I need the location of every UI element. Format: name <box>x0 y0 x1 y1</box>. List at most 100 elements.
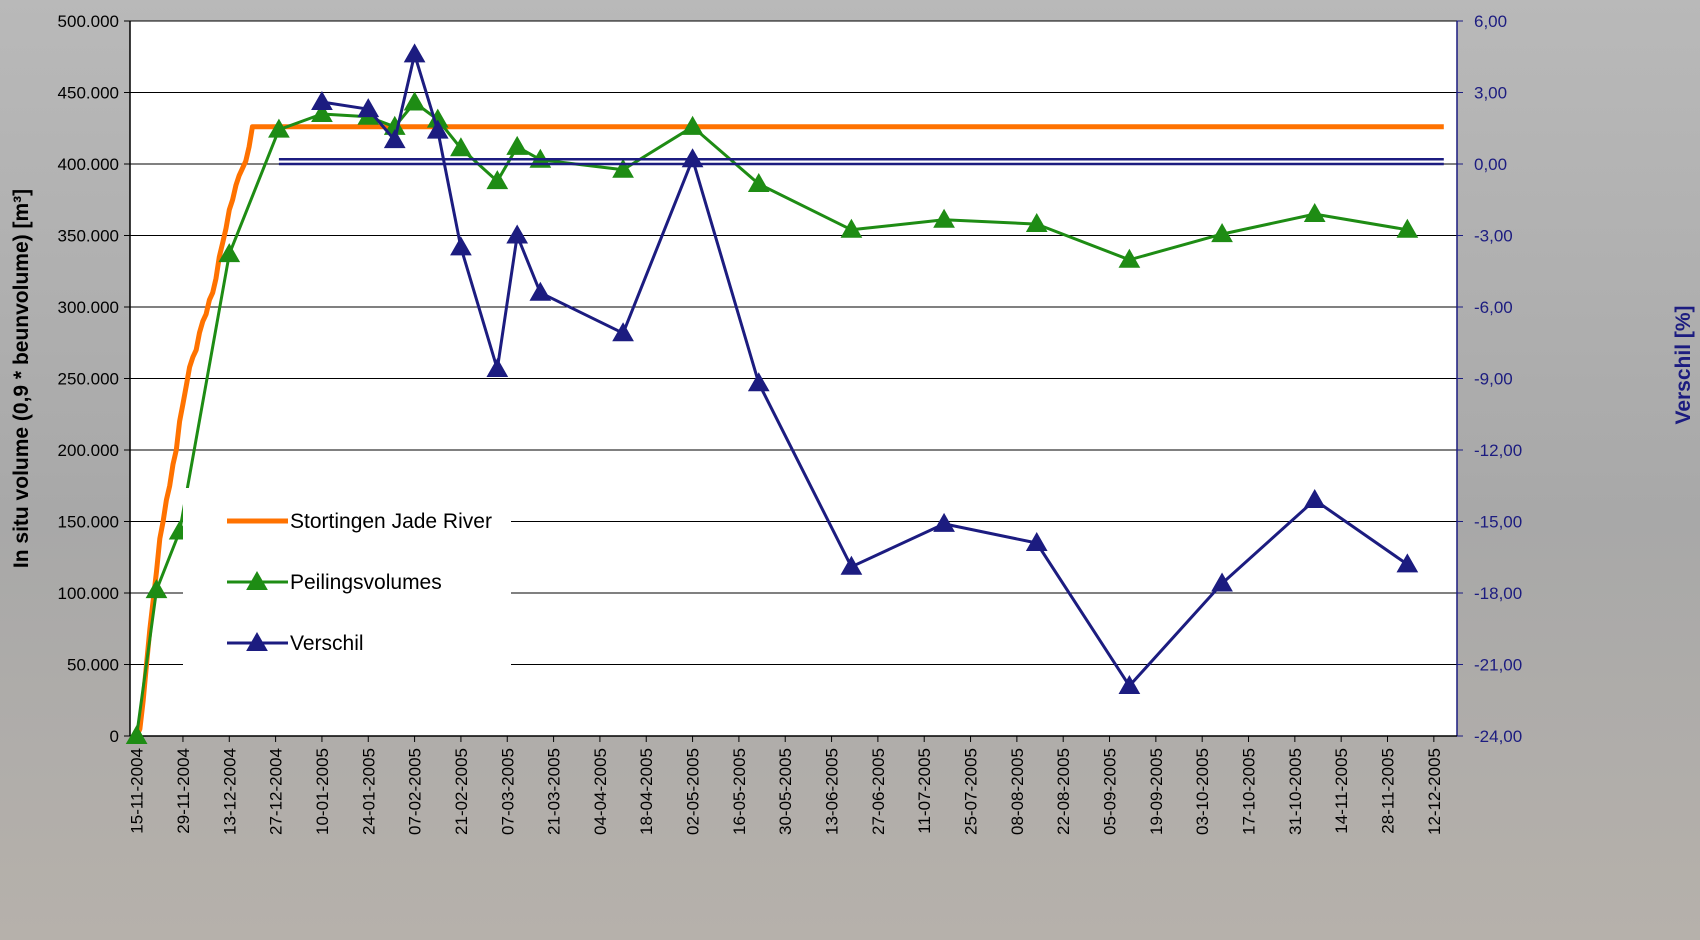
right-axis-label: Verschil [%] <box>1672 305 1695 424</box>
x-axis-ticks: 15-11-2004 29-11-2004 13-12-2004 27-12-2004… <box>128 736 1444 835</box>
y-tick-label: 300.000 <box>58 298 119 317</box>
y2-tick-label: -18,00 <box>1474 584 1522 603</box>
x-tick-label: 04-04-2005 <box>591 748 610 835</box>
y-tick-label: 150.000 <box>58 513 119 532</box>
y2-tick-label: 0,00 <box>1474 155 1507 174</box>
data-point-peilingsvolumes <box>1025 213 1048 233</box>
data-point-peilingsvolumes <box>125 724 148 744</box>
y-tick-label: 400.000 <box>58 155 119 174</box>
y2-tick-label: -24,00 <box>1474 727 1522 746</box>
x-tick-label: 11-07-2005 <box>915 748 934 834</box>
y-tick-label: 50.000 <box>67 656 119 675</box>
x-tick-label: 16-05-2005 <box>730 748 749 835</box>
x-tick-label: 27-06-2005 <box>869 748 888 835</box>
series-line-stortingen-jade-river <box>134 124 1444 738</box>
x-tick-label: 30-05-2005 <box>776 748 795 835</box>
y-tick-label: 100.000 <box>58 584 119 603</box>
y2-tick-label: -15,00 <box>1474 513 1522 532</box>
y2-tick-label: -21,00 <box>1474 656 1522 675</box>
x-tick-label: 18-04-2005 <box>637 748 656 835</box>
x-tick-label: 19-09-2005 <box>1147 748 1166 835</box>
data-point-peilingsvolumes <box>268 118 290 138</box>
x-tick-label: 07-02-2005 <box>406 748 425 835</box>
data-point-peilingsvolumes <box>1211 223 1233 243</box>
data-point-verschil <box>747 372 770 392</box>
data-point-verschil <box>840 555 863 575</box>
y-tick-label: 450.000 <box>58 84 119 103</box>
x-tick-label: 12-12-2005 <box>1425 748 1444 835</box>
y-tick-label: 500.000 <box>58 12 119 31</box>
left-axis-label: In situ volume (0,9 * beunvolume) [m³] <box>10 189 33 568</box>
y-tick-label: 250.000 <box>58 370 119 389</box>
x-tick-label: 22-08-2005 <box>1054 748 1073 835</box>
data-point-verschil <box>383 129 406 149</box>
data-point-verschil <box>426 119 449 139</box>
data-point-verschil <box>1211 572 1233 592</box>
x-tick-label: 03-10-2005 <box>1193 748 1212 835</box>
x-tick-label: 13-12-2004 <box>220 748 239 835</box>
data-point-verschil <box>403 43 426 63</box>
y2-tick-label: -9,00 <box>1474 370 1513 389</box>
data-point-peilingsvolumes <box>145 579 168 599</box>
series-layer <box>125 43 1444 744</box>
data-point-peilingsvolumes <box>403 91 426 111</box>
data-point-peilingsvolumes <box>933 208 955 228</box>
x-tick-label: 10-01-2005 <box>313 748 332 835</box>
right-axis-ticks: -24,00 -21,00 -18,00 -15,00 -12,00 -9,00 -6,00… <box>1457 12 1522 746</box>
data-point-verschil <box>450 236 472 256</box>
data-point-verschil <box>612 322 634 342</box>
data-point-peilingsvolumes <box>747 173 770 193</box>
data-point-verschil <box>1396 553 1419 573</box>
data-point-peilingsvolumes <box>450 137 472 157</box>
data-point-verschil <box>506 224 529 244</box>
legend-label: Peilingsvolumes <box>290 571 442 594</box>
legend: Stortingen Jade River Peilingsvolumes Vers… <box>183 488 511 678</box>
data-point-peilingsvolumes <box>506 135 529 155</box>
legend-marker <box>246 631 268 651</box>
data-point-peilingsvolumes <box>612 158 634 178</box>
x-tick-label: 05-09-2005 <box>1101 748 1120 835</box>
x-tick-label: 31-10-2005 <box>1286 748 1305 835</box>
legend-label: Stortingen Jade River <box>290 510 492 533</box>
y2-tick-label: 3,00 <box>1474 84 1507 103</box>
x-tick-label: 29-11-2004 <box>174 748 193 834</box>
data-point-peilingsvolumes <box>311 102 333 122</box>
x-tick-label: 21-03-2005 <box>545 748 564 835</box>
x-tick-label: 25-07-2005 <box>962 748 981 835</box>
x-tick-label: 14-11-2005 <box>1332 748 1351 834</box>
data-point-peilingsvolumes <box>1303 203 1326 223</box>
data-point-peilingsvolumes <box>681 115 704 135</box>
x-tick-label: 07-03-2005 <box>498 748 517 835</box>
y-tick-label: 0 <box>110 727 119 746</box>
data-point-peilingsvolumes <box>840 218 863 238</box>
data-point-verschil <box>1303 489 1326 509</box>
data-point-verschil <box>357 98 380 118</box>
legend-marker <box>246 570 268 590</box>
x-tick-label: 02-05-2005 <box>684 748 703 835</box>
x-tick-label: 27-12-2004 <box>267 748 286 835</box>
legend-label: Verschil <box>290 632 364 655</box>
y2-tick-label: -12,00 <box>1474 441 1522 460</box>
data-point-peilingsvolumes <box>1118 248 1141 268</box>
data-point-peilingsvolumes <box>486 170 509 190</box>
x-tick-label: 08-08-2005 <box>1008 748 1027 835</box>
x-tick-label: 15-11-2004 <box>128 748 147 834</box>
y2-tick-label: -6,00 <box>1474 298 1513 317</box>
data-point-verschil <box>486 357 509 377</box>
x-tick-label: 21-02-2005 <box>452 748 471 835</box>
x-tick-label: 24-01-2005 <box>359 748 378 835</box>
y-tick-label: 350.000 <box>58 227 119 246</box>
data-point-verschil <box>1025 531 1048 551</box>
data-point-peilingsvolumes <box>1396 218 1419 238</box>
data-point-verschil <box>529 281 552 301</box>
y2-tick-label: 6,00 <box>1474 12 1507 31</box>
x-tick-label: 17-10-2005 <box>1240 748 1259 835</box>
x-tick-label: 13-06-2005 <box>823 748 842 835</box>
y-tick-label: 200.000 <box>58 441 119 460</box>
data-point-peilingsvolumes <box>218 243 241 263</box>
left-axis-ticks: 0 50.000 100.000 150.000 200.000 250.000 300.0… <box>58 12 130 746</box>
y2-tick-label: -3,00 <box>1474 227 1513 246</box>
data-point-verschil <box>933 512 955 532</box>
data-point-verschil <box>1118 674 1141 694</box>
